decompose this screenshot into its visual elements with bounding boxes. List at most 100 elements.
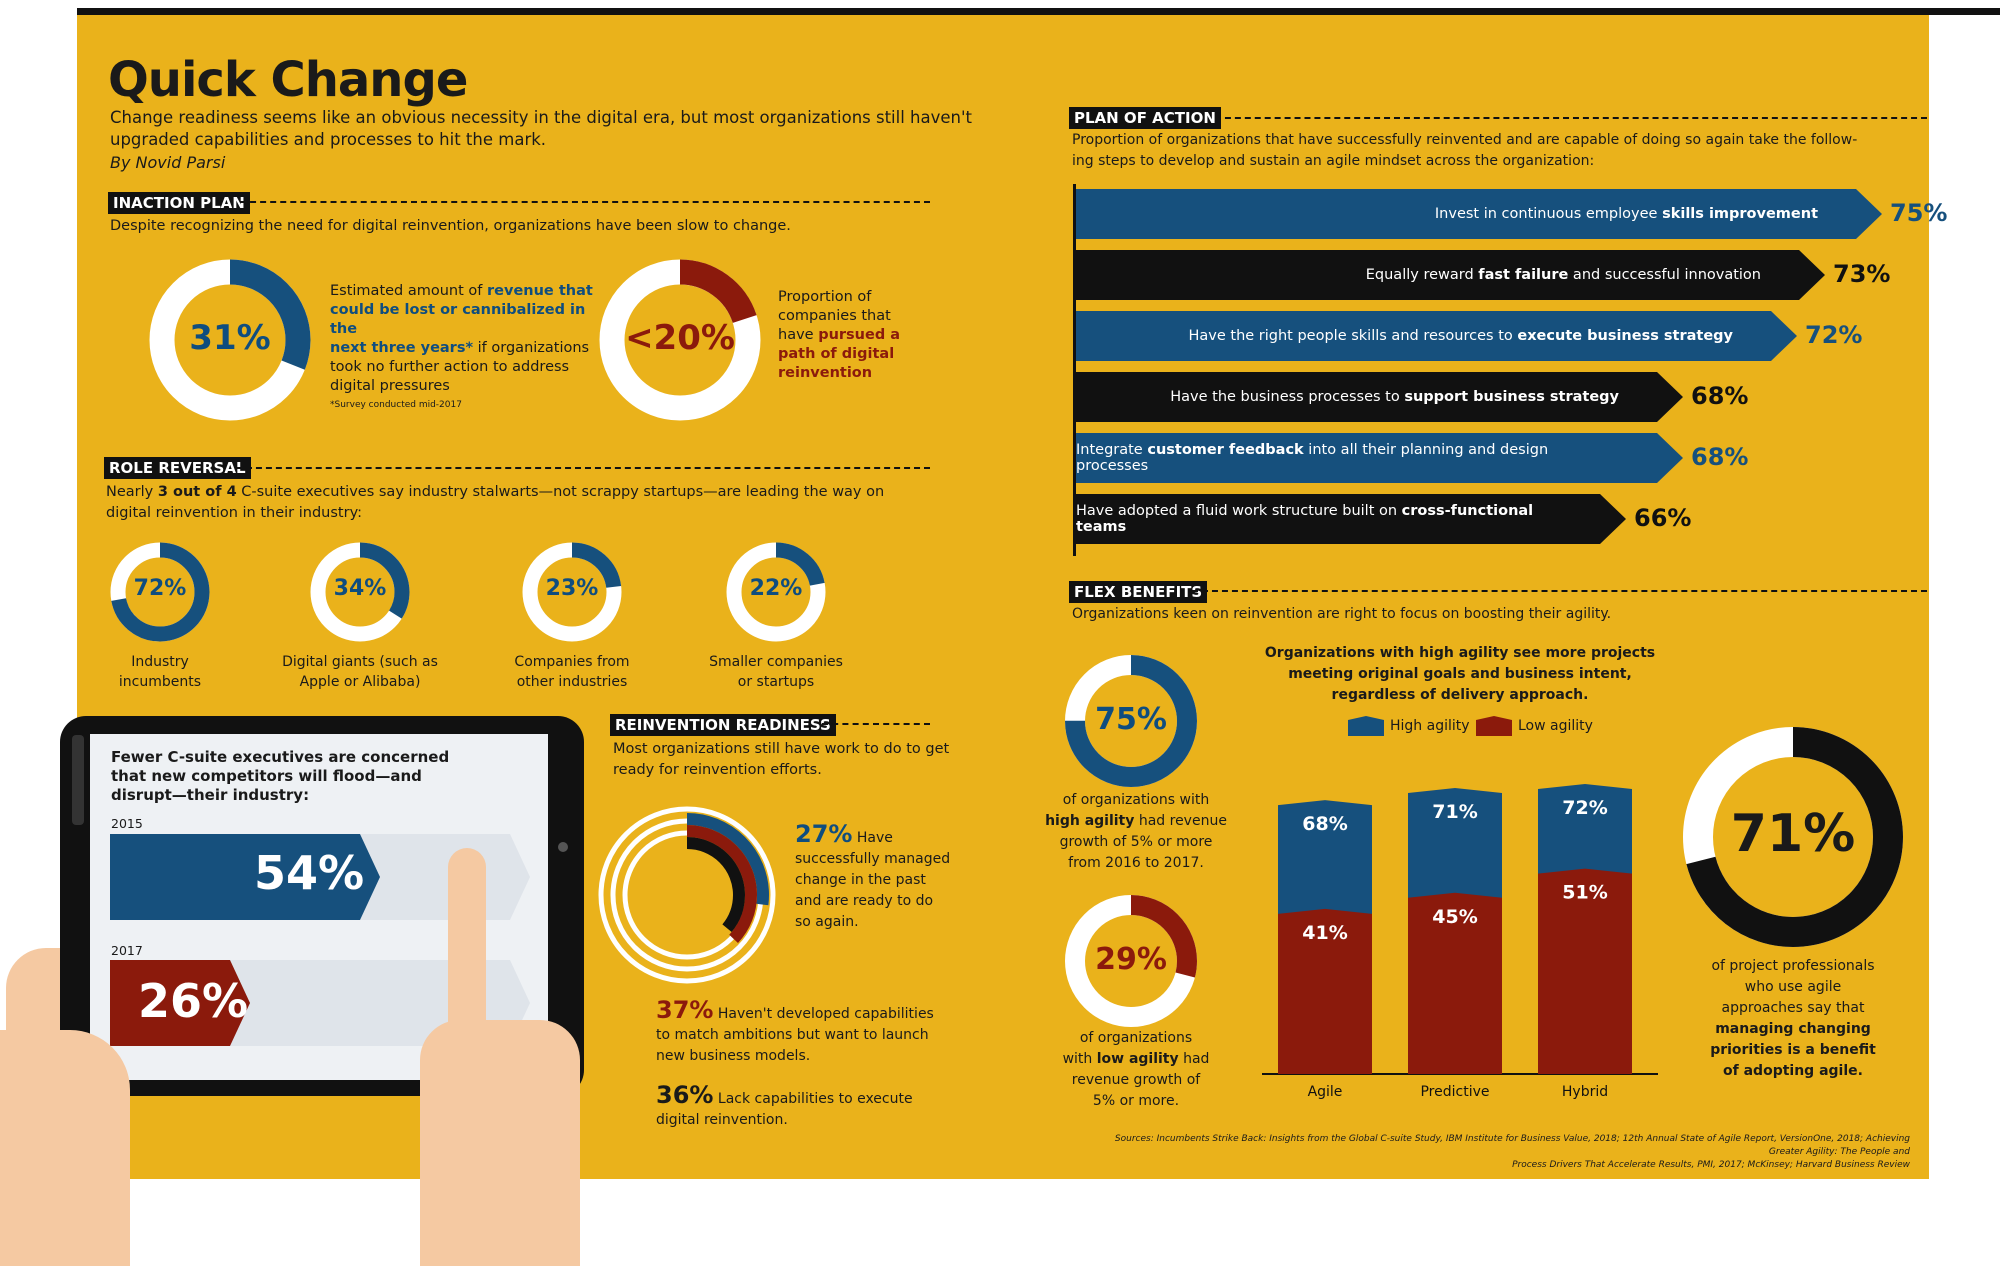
role-value: 23% [545,576,599,601]
text-segment: digital reinvention. [656,1112,788,1128]
role-value: 22% [749,576,803,601]
page-title: Quick Change [108,52,468,108]
readiness-rings [598,806,776,984]
plan-row-arrow-tip [1600,494,1626,544]
left-palm [0,1030,130,1266]
text-segment: Have [856,830,893,846]
text-segment: to match ambitions but want to launch [656,1027,929,1043]
role-donut-fill [522,542,622,642]
bar-low-label: 45% [1432,906,1477,928]
text-segment: Organizations with high agility see more… [1264,645,1656,661]
text-segment: growth of 5% or more [1059,834,1213,850]
text-segment: from 2016 to 2017. [1068,855,1204,871]
bar-high-label: 72% [1562,797,1607,819]
tablet-title: Fewer C-suite executives are concerned t… [111,748,449,805]
role-item: 72% Industry incumbents [50,540,270,692]
text-bold: cross-functional teams [1076,503,1534,535]
role-donut [726,542,826,642]
legend-swatch-high [1348,716,1384,736]
revenue-loss-value: 31% [189,318,271,358]
text-segment: Have the business processes to [1170,389,1405,405]
bar-low-label: 51% [1562,882,1607,904]
section-divider [236,467,930,469]
caption-line: or startups [737,674,815,690]
caption-line: Apple or Alibaba) [299,674,421,690]
role-caption: Industry incumbents [50,652,270,692]
reinvention-text: Proportion of companies that have pursue… [778,288,900,383]
bar-low-agility [1538,868,1632,1074]
plan-row-label: Have adopted a fluid work structure buil… [1076,503,1562,535]
text-segment: new business models. [656,1048,811,1064]
low-agility-donut [1065,895,1197,1027]
text-segment: disrupt—their industry: [111,786,310,804]
text-segment: if organizations [473,340,590,356]
revenue-loss-text: Estimated amount of revenue that could b… [330,282,600,396]
text-bold: managing changing [1715,1021,1871,1037]
section-divider [822,723,930,725]
text-bold: support business strategy [1404,389,1619,405]
text-bold: revenue that [487,283,593,299]
low-agility-text: of organizations with low agility had re… [1036,1028,1236,1112]
sources-line: Process Drivers That Accelerate Results,… [1512,1160,1910,1170]
high-agility-text: of organizations with high agility had r… [1036,790,1236,874]
plan-description-2: ing steps to develop and sustain an agil… [1072,153,1595,169]
readiness-pct: 36% [656,1081,714,1109]
text-segment: Have the right people skills and resourc… [1188,328,1518,344]
category-label: Hybrid [1562,1084,1608,1100]
text-segment: Invest in continuous employee [1434,206,1663,222]
reinvention-value: <20% [625,318,735,358]
text-segment: had revenue [1134,813,1227,829]
text-segment: revenue growth of [1071,1072,1201,1088]
role-description-1: Nearly 3 out of 4 C-suite executives say… [106,482,884,503]
plan-row-value: 68% [1691,443,1749,471]
footnote: *Survey conducted mid-2017 [330,400,462,410]
plan-row-arrow-tip [1856,189,1882,239]
plan-row-label: Integrate customer feedback into all the… [1076,442,1619,474]
role-description-2: digital reinvention in their industry: [106,505,362,521]
legend-swatch-low [1476,716,1512,736]
caption-line: Industry [131,654,189,670]
text-bold: skills improvement [1662,206,1818,222]
text-segment: Integrate [1076,442,1148,458]
value-2017: 26% [138,974,249,1028]
section-divider [1215,117,1927,119]
byline: By Novid Parsi [110,153,226,172]
bar-2017 [110,960,530,1046]
role-caption: Digital giants (such as Apple or Alibaba) [250,652,470,692]
plan-row: Have adopted a fluid work structure buil… [1076,494,1600,544]
plan-row-value: 73% [1833,260,1891,288]
readiness-item-37: 37% Haven't developed capabilities to ma… [656,998,934,1067]
inaction-heading: INACTION PLAN [108,192,250,214]
text-bold: execute business strategy [1517,328,1733,344]
text-segment: 5% or more. [1092,1093,1180,1109]
text-segment: Equally reward [1365,267,1479,283]
category-label: Predictive [1420,1084,1489,1100]
text-segment: companies that [778,308,891,324]
text-bold: high agility [1045,813,1135,829]
plan-row: Have the business processes to support b… [1076,372,1657,422]
bar-low-label: 41% [1302,922,1347,944]
caption-line: incumbents [118,674,202,690]
role-item: 34% Digital giants (such as Apple or Aliba… [250,540,470,692]
role-donut [522,542,622,642]
text-segment: and are ready to do [795,893,934,909]
text-bold: next three years* [330,340,474,356]
plan-row: Equally reward fast failure and successf… [1076,250,1799,300]
plan-row-label: Equally reward fast failure and successf… [1366,267,1761,283]
text-segment: had [1178,1051,1210,1067]
subtitle-line-1: Change readiness seems like an obvious n… [110,108,973,127]
text-segment: C-suite executives say industry stalwart… [236,484,885,500]
readiness-item-36: 36% Lack capabilities to execute digital… [656,1083,913,1131]
bar-2015 [110,834,530,920]
plan-row-arrow-tip [1771,311,1797,361]
agility-bar-chart: 68% 41% Agile 71% 45% Predictive 72% 51% Hybrid [1262,784,1658,1100]
text-segment: of organizations [1079,1030,1193,1046]
text-segment: approaches say that [1721,1000,1865,1016]
text-segment: who use agile [1744,979,1842,995]
bar-low-agility [1278,908,1372,1074]
flex-heading: FLEX BENEFITS [1069,581,1208,603]
plan-row-arrow-tip [1657,372,1683,422]
plan-row: Integrate customer feedback into all the… [1076,433,1657,483]
role-heading: ROLE REVERSAL [104,457,251,479]
bar-high-label: 71% [1432,801,1477,823]
